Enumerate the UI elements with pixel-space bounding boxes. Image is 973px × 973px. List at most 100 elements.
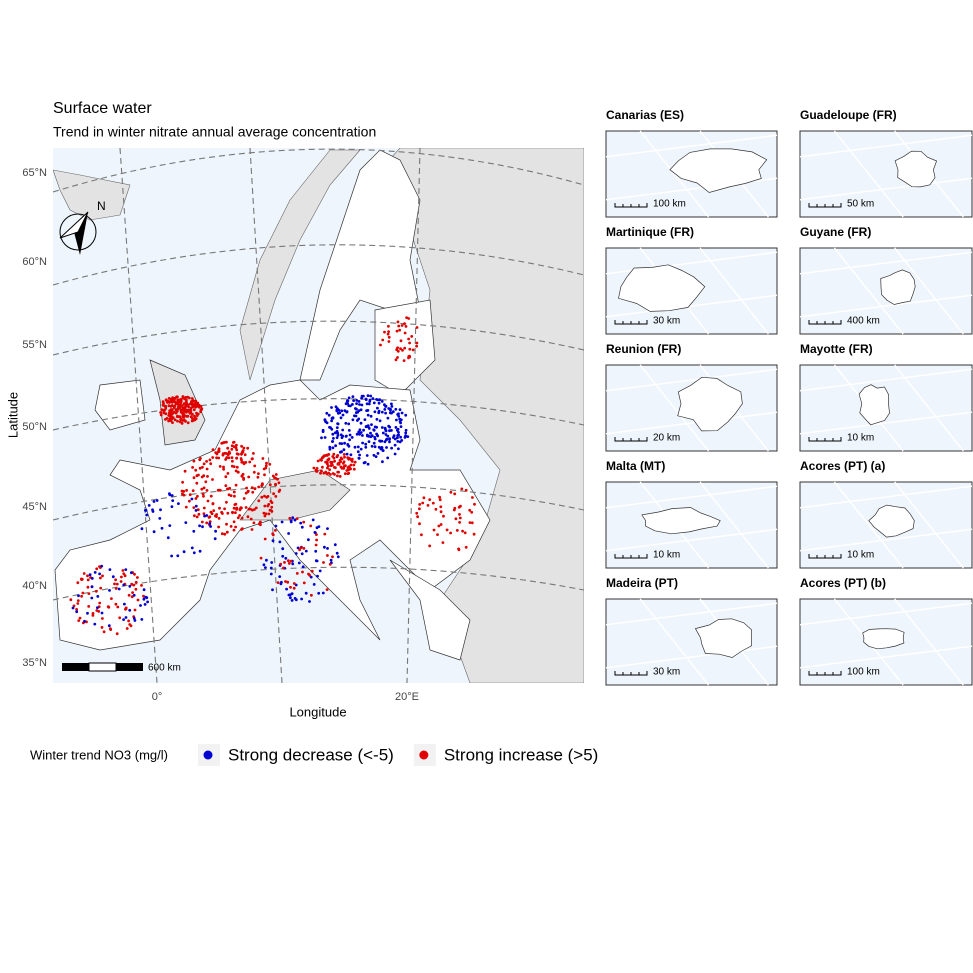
point: [227, 450, 231, 454]
point: [107, 624, 111, 628]
point: [134, 580, 138, 584]
inset-panel: [799, 130, 973, 218]
point: [263, 537, 267, 541]
point: [289, 520, 293, 524]
point: [276, 581, 280, 584]
point: [351, 395, 355, 398]
point: [343, 455, 346, 459]
point: [410, 335, 414, 338]
point: [127, 593, 131, 597]
point: [362, 428, 365, 432]
point: [341, 413, 345, 417]
point: [422, 496, 426, 500]
point: [372, 441, 376, 445]
point: [301, 565, 305, 569]
point: [350, 457, 354, 461]
y-tick-label: 60°N: [22, 256, 47, 268]
point: [257, 485, 261, 489]
point: [396, 436, 399, 440]
point: [404, 431, 408, 435]
point: [298, 548, 301, 552]
point: [100, 611, 104, 615]
point: [330, 460, 334, 464]
point: [384, 433, 388, 436]
point: [260, 495, 264, 499]
point: [373, 425, 377, 429]
point: [329, 464, 333, 467]
point: [133, 619, 137, 622]
point: [350, 436, 354, 439]
point: [224, 475, 228, 479]
point: [181, 404, 184, 408]
point: [175, 415, 179, 418]
point: [271, 588, 274, 592]
point: [226, 511, 230, 515]
point: [198, 466, 202, 470]
point: [461, 529, 464, 533]
point: [146, 600, 150, 604]
point: [381, 460, 384, 464]
point: [367, 402, 371, 406]
point: [449, 531, 452, 535]
point: [381, 338, 385, 342]
point: [327, 413, 331, 417]
point: [217, 456, 221, 460]
point: [200, 520, 204, 524]
point: [270, 561, 274, 564]
point: [347, 396, 351, 400]
point: [241, 449, 245, 452]
point: [111, 575, 115, 579]
point: [140, 527, 144, 531]
point: [333, 543, 337, 547]
point: [234, 502, 238, 506]
point: [354, 407, 357, 410]
point: [231, 510, 234, 514]
point: [377, 445, 381, 449]
point: [232, 440, 236, 444]
point: [365, 402, 369, 406]
point: [449, 490, 453, 494]
point: [364, 445, 368, 449]
inset-scale: 10 km: [847, 550, 874, 561]
point: [248, 460, 252, 464]
grid-line: [605, 294, 778, 318]
point: [328, 445, 332, 449]
point: [333, 459, 336, 463]
point: [359, 408, 363, 412]
point: [416, 515, 419, 519]
point: [376, 406, 379, 410]
inset-title: Acores (PT) (a): [800, 459, 885, 473]
point: [369, 431, 372, 435]
point: [180, 408, 184, 412]
point: [86, 574, 89, 578]
point: [142, 594, 145, 598]
point: [109, 627, 112, 630]
point: [348, 438, 351, 442]
point: [232, 465, 236, 468]
point: [315, 533, 318, 536]
point: [238, 514, 242, 517]
point: [347, 429, 351, 432]
point: [332, 452, 336, 456]
point: [108, 589, 111, 592]
point: [393, 452, 397, 456]
grid-line: [799, 528, 973, 552]
inset-title: Martinique (FR): [606, 225, 694, 239]
point: [224, 484, 228, 487]
point: [259, 556, 263, 560]
point: [325, 588, 329, 591]
point: [212, 509, 216, 512]
map-panel: 600 km N: [53, 148, 584, 683]
point: [216, 488, 220, 492]
point: [390, 429, 393, 432]
point: [278, 540, 282, 544]
point: [226, 472, 230, 475]
point: [186, 395, 190, 399]
point: [274, 473, 278, 476]
point: [205, 467, 209, 471]
point: [182, 412, 185, 416]
point: [158, 517, 162, 520]
point: [176, 554, 180, 558]
point: [364, 425, 368, 429]
